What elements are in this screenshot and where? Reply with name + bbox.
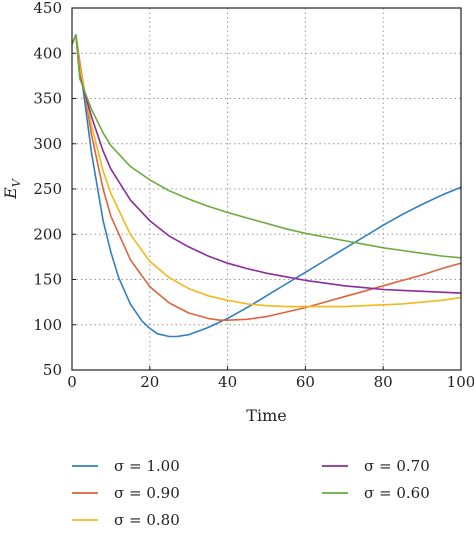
y-tick-label: 350 (33, 90, 62, 108)
y-tick-label: 300 (33, 135, 62, 153)
axis-ticks: 0 20 40 60 80 100 50 100 150 200 250 300 350 400 450 (33, 0, 474, 391)
series-line (71, 34, 462, 308)
legend-label: σ = 0.80 (114, 511, 180, 529)
series-line (71, 34, 462, 338)
series-lines (71, 34, 462, 338)
y-tick-label: 50 (43, 361, 62, 379)
legend-label: σ = 0.70 (364, 457, 430, 475)
x-tick-label: 0 (67, 373, 77, 391)
legend-label: σ = 0.60 (364, 484, 430, 502)
x-tick-label: 100 (447, 373, 474, 391)
legend-label: σ = 0.90 (114, 484, 180, 502)
x-tick-label: 60 (296, 373, 315, 391)
y-tick-label: 150 (33, 271, 62, 289)
y-axis-label-main: E (1, 187, 20, 200)
legend-label: σ = 1.00 (114, 457, 180, 475)
y-axis-label-subscript: V (10, 178, 23, 187)
series-line (71, 34, 462, 259)
y-tick-label: 250 (33, 180, 62, 198)
y-tick-label: 100 (33, 316, 62, 334)
x-axis-label: Time (246, 406, 286, 425)
legend: σ = 1.00 σ = 0.90 σ = 0.80 σ = 0.70 σ = 0.60 (72, 457, 430, 529)
series-line (71, 34, 462, 321)
x-tick-label: 40 (218, 373, 237, 391)
grid (72, 8, 461, 370)
y-tick-label: 400 (33, 44, 62, 62)
y-axis-label: EV (1, 178, 23, 200)
series-line (71, 34, 462, 294)
x-tick-label: 80 (374, 373, 393, 391)
y-tick-label: 450 (33, 0, 62, 17)
y-tick-label: 200 (33, 225, 62, 243)
x-tick-label: 20 (140, 373, 159, 391)
